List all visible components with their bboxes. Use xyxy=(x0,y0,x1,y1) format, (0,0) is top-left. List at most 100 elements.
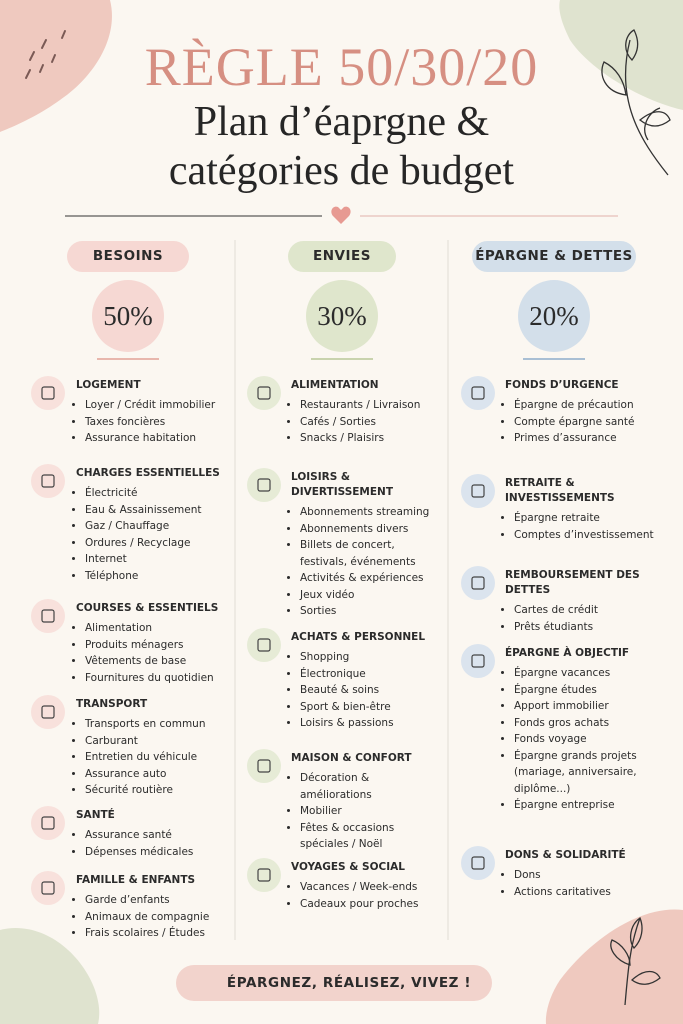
section-title: FAMILLE & ENFANTS xyxy=(76,874,196,886)
item: Snacks / Plaisirs xyxy=(300,430,439,447)
item: Eau & Assainissement xyxy=(85,502,228,519)
item: Gaz / Chauffage xyxy=(85,518,228,535)
icon-glyph xyxy=(257,638,271,652)
section-icon xyxy=(247,628,281,662)
icon-glyph xyxy=(41,881,55,895)
section-title: ALIMENTATION xyxy=(291,379,379,391)
section: VOYAGES & SOCIAL Vacances / Week-endsCade… xyxy=(291,860,439,912)
icon-glyph xyxy=(471,484,485,498)
item: Cafés / Sorties xyxy=(300,414,439,431)
item-list: Épargne vacancesÉpargne étudesApport imm… xyxy=(505,665,673,814)
item: Frais scolaires / Études xyxy=(85,925,228,942)
section-title: RETRAITE & INVESTISSEMENTS xyxy=(505,477,615,504)
item: Fêtes & occasions spéciales / Noël xyxy=(300,820,439,853)
item-list: Cartes de créditPrêts étudiants xyxy=(505,602,673,635)
icon-glyph xyxy=(257,759,271,773)
item: Restaurants / Livraison xyxy=(300,397,439,414)
item: Assurance auto xyxy=(85,766,228,783)
section: COURSES & ESSENTIELS AlimentationProduits… xyxy=(76,601,228,686)
item: Fonds voyage xyxy=(514,731,673,748)
section-title: LOGEMENT xyxy=(76,379,141,391)
section-title: ACHATS & PERSONNEL xyxy=(291,631,426,643)
section: DONS & SOLIDARITÉ DonsActions caritatives xyxy=(505,848,673,900)
item: Sorties xyxy=(300,603,439,620)
section: REMBOURSEMENT DES DETTES Cartes de crédit… xyxy=(505,568,673,635)
item: Internet xyxy=(85,551,228,568)
item: Produits ménagers xyxy=(85,637,228,654)
section: LOGEMENT Loyer / Crédit immobilierTaxes f… xyxy=(76,378,228,447)
percent-circle: 50% xyxy=(92,280,164,352)
item-list: Épargne de précautionCompte épargne sant… xyxy=(505,397,673,447)
icon-glyph xyxy=(471,856,485,870)
item: Animaux de compagnie xyxy=(85,909,228,926)
item: Sport & bien-être xyxy=(300,699,439,716)
percent-circle: 30% xyxy=(306,280,378,352)
icon-glyph xyxy=(41,609,55,623)
icon-glyph xyxy=(41,386,55,400)
section-title: REMBOURSEMENT DES DETTES xyxy=(505,569,640,596)
item: Cartes de crédit xyxy=(514,602,673,619)
section-title: ÉPARGNE À OBJECTIF xyxy=(505,647,630,659)
item-list: AlimentationProduits ménagersVêtements d… xyxy=(76,620,228,686)
section-icon xyxy=(247,858,281,892)
item: Dépenses médicales xyxy=(85,844,228,861)
item-list: Épargne retraiteComptes d’investissement xyxy=(505,510,673,543)
item: Loisirs & passions xyxy=(300,715,439,732)
section-icon xyxy=(31,376,65,410)
section-title: CHARGES ESSENTIELLES xyxy=(76,467,220,479)
footer-text: ÉPARGNEZ, RÉALISEZ, VIVEZ ! xyxy=(226,975,472,991)
divider xyxy=(523,358,585,360)
section-title: DONS & SOLIDARITÉ xyxy=(505,849,626,861)
item: Assurance habitation xyxy=(85,430,228,447)
item-list: Vacances / Week-endsCadeaux pour proches xyxy=(291,879,439,912)
section-icon xyxy=(31,871,65,905)
item: Primes d’assurance xyxy=(514,430,673,447)
item: Vêtements de base xyxy=(85,653,228,670)
item: Épargne entreprise xyxy=(514,797,673,814)
item-list: ÉlectricitéEau & AssainissementGaz / Cha… xyxy=(76,485,228,584)
section-icon xyxy=(461,846,495,880)
item: Sécurité routière xyxy=(85,782,228,799)
item: Abonnements divers xyxy=(300,521,439,538)
section-icon xyxy=(461,474,495,508)
item: Compte épargne santé xyxy=(514,414,673,431)
item: Électronique xyxy=(300,666,439,683)
section: ALIMENTATION Restaurants / LivraisonCafés… xyxy=(291,378,439,447)
icon-glyph xyxy=(471,654,485,668)
column-label: BESOINS xyxy=(67,241,189,272)
section: FONDS D’URGENCE Épargne de précautionComp… xyxy=(505,378,673,447)
section-icon xyxy=(247,749,281,783)
icon-glyph xyxy=(257,868,271,882)
item: Assurance santé xyxy=(85,827,228,844)
section-title: TRANSPORT xyxy=(76,698,148,710)
item: Loyer / Crédit immobilier xyxy=(85,397,228,414)
icon-glyph xyxy=(471,576,485,590)
section-icon xyxy=(461,376,495,410)
section-title: SANTÉ xyxy=(76,809,115,821)
item: Épargne retraite xyxy=(514,510,673,527)
section-title: MAISON & CONFORT xyxy=(291,752,412,764)
item: Prêts étudiants xyxy=(514,619,673,636)
item-list: Garde d’enfantsAnimaux de compagnieFrais… xyxy=(76,892,228,942)
item-list: Restaurants / LivraisonCafés / SortiesSn… xyxy=(291,397,439,447)
item: Décoration & améliorations xyxy=(300,770,439,803)
item: Fonds gros achats xyxy=(514,715,673,732)
item: Ordures / Recyclage xyxy=(85,535,228,552)
footer-banner: ÉPARGNEZ, RÉALISEZ, VIVEZ ! xyxy=(176,965,492,1001)
icon-glyph xyxy=(41,816,55,830)
item: Mobilier xyxy=(300,803,439,820)
section: LOISIRS & DIVERTISSEMENT Abonnements stre… xyxy=(291,470,439,620)
item: Actions caritatives xyxy=(514,884,673,901)
item-list: Abonnements streamingAbonnements diversB… xyxy=(291,504,439,620)
item: Épargne grands projets (mariage, anniver… xyxy=(514,748,673,798)
section: ACHATS & PERSONNEL ShoppingÉlectroniqueBe… xyxy=(291,630,439,732)
section-icon xyxy=(31,464,65,498)
item: Entretien du véhicule xyxy=(85,749,228,766)
item-list: Transports en communCarburantEntretien d… xyxy=(76,716,228,799)
section-title: VOYAGES & SOCIAL xyxy=(291,861,405,873)
section: MAISON & CONFORT Décoration & amélioratio… xyxy=(291,751,439,853)
item: Transports en commun xyxy=(85,716,228,733)
section: FAMILLE & ENFANTS Garde d’enfantsAnimaux … xyxy=(76,873,228,942)
item: Carburant xyxy=(85,733,228,750)
